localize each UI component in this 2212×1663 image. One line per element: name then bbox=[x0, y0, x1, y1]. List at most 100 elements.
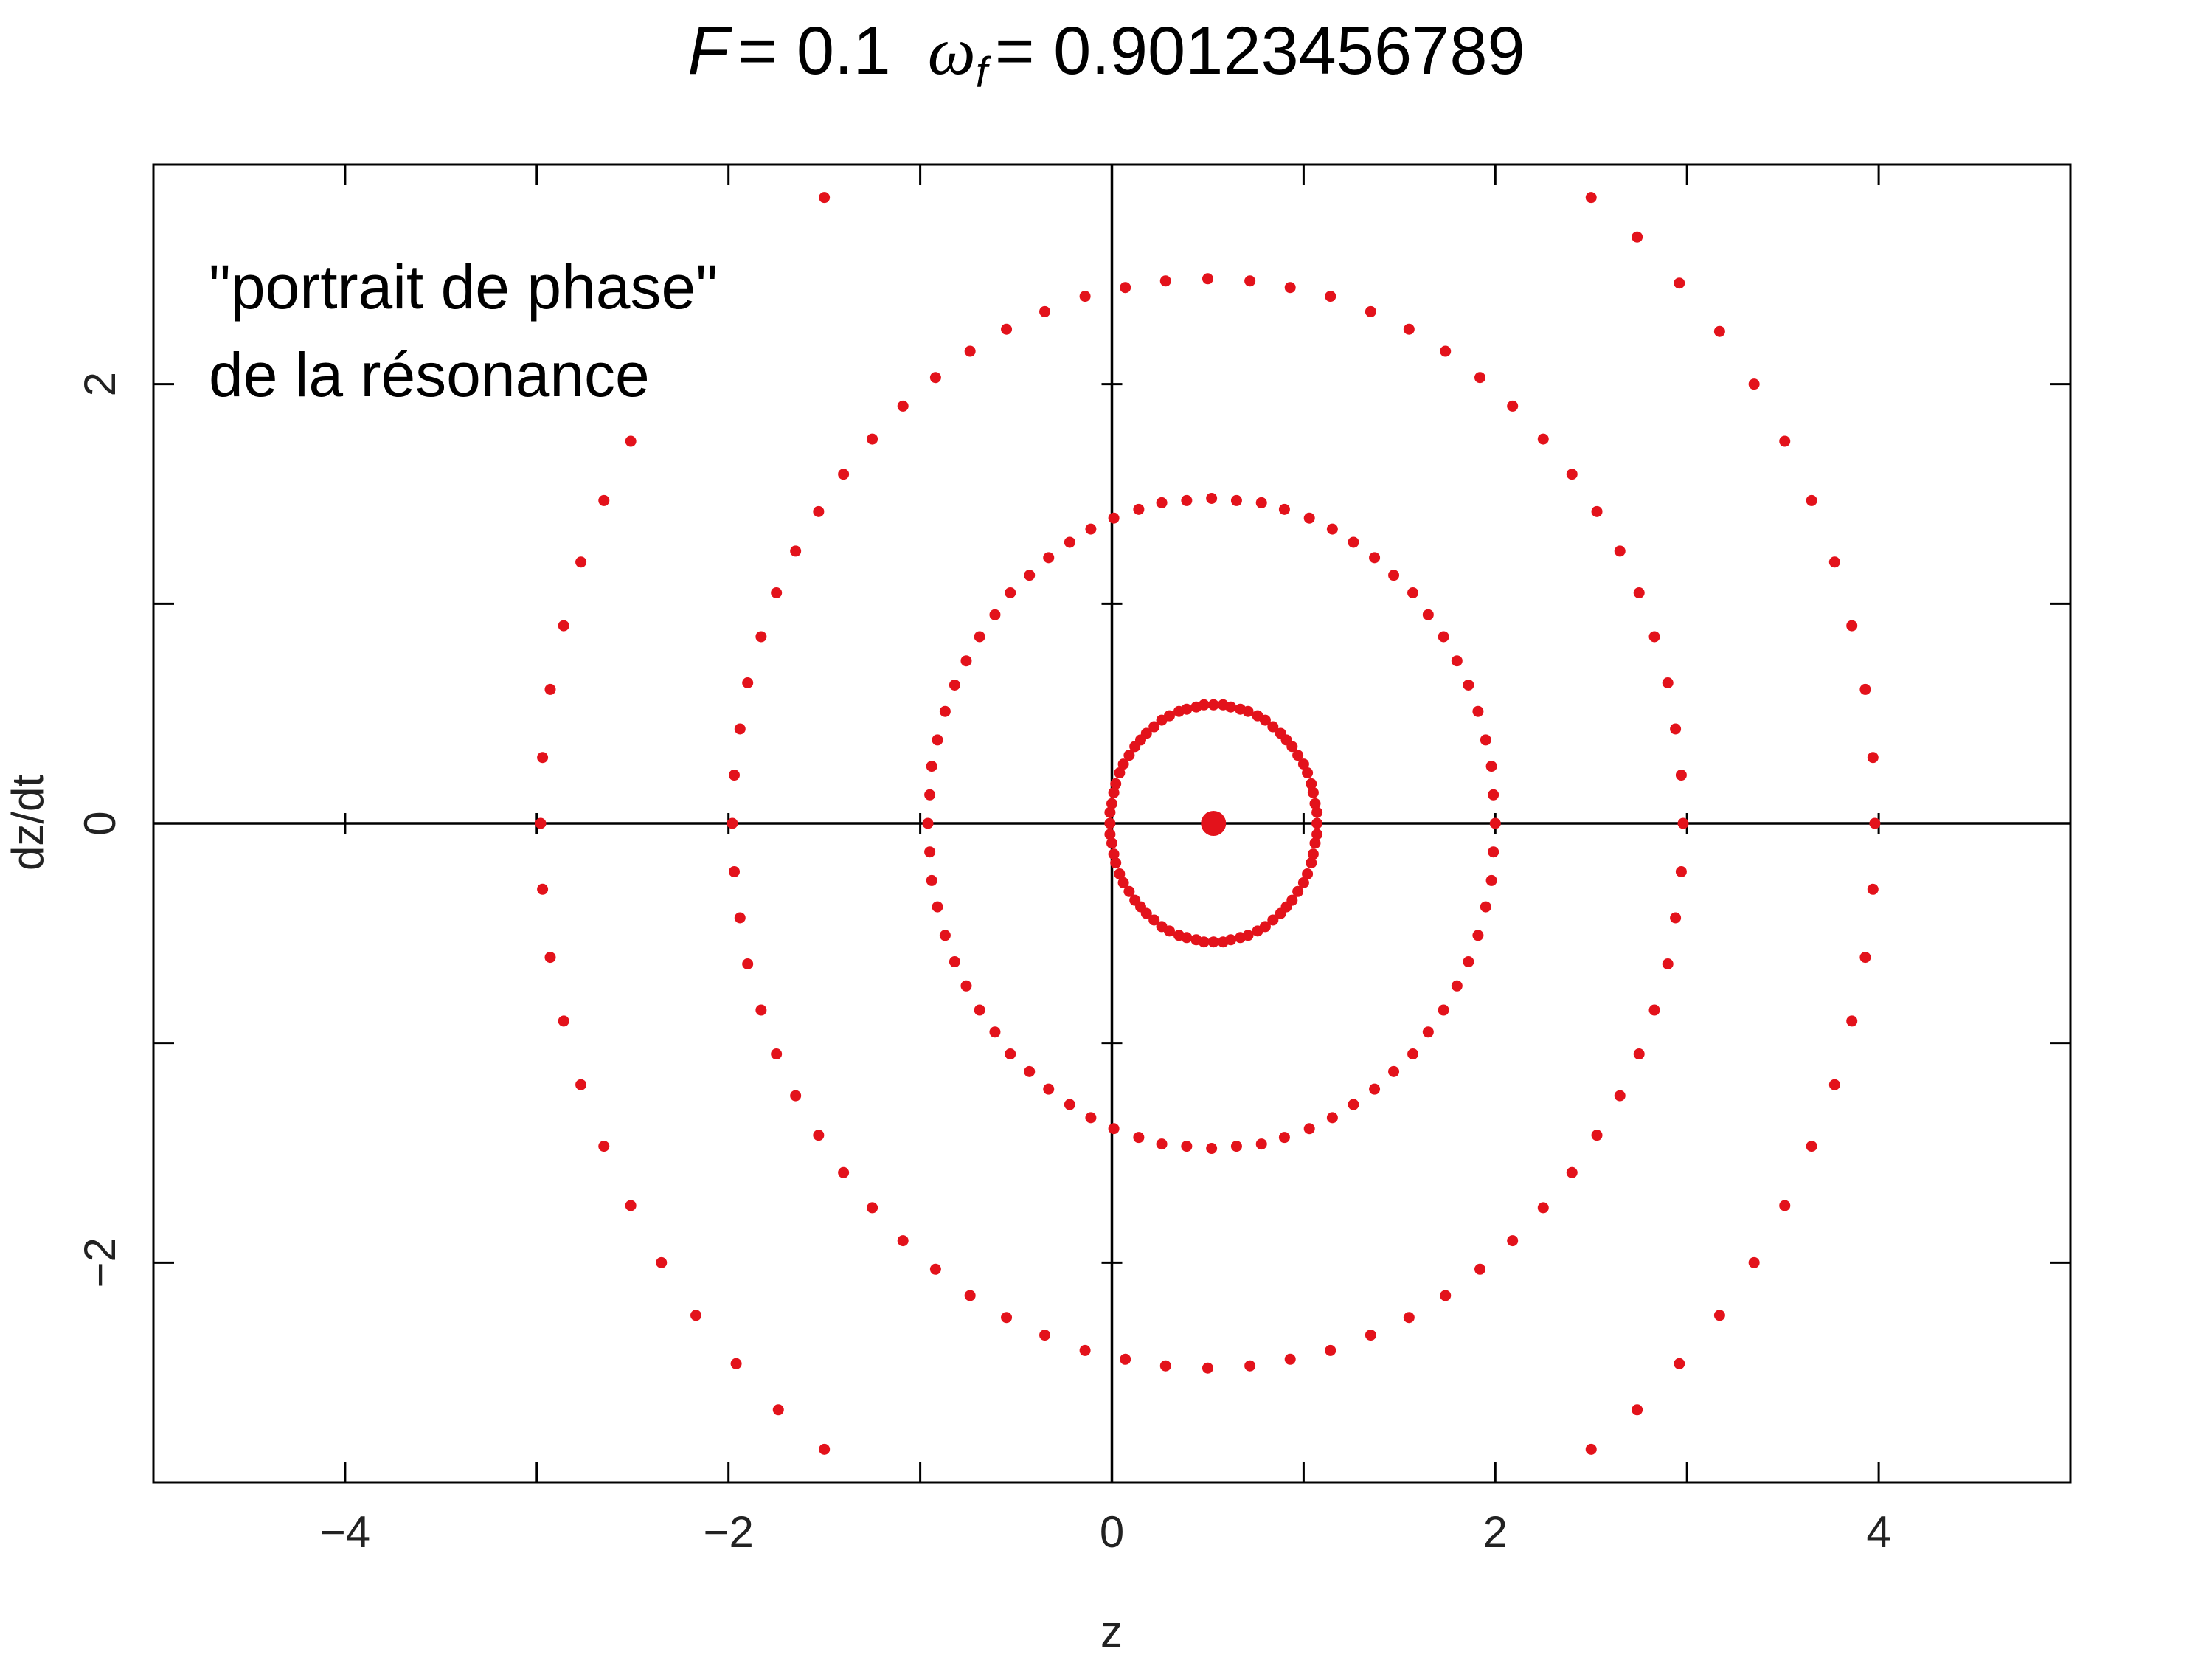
data-point bbox=[1106, 837, 1117, 849]
data-point bbox=[1472, 705, 1484, 717]
data-point bbox=[1133, 1132, 1145, 1144]
data-point bbox=[1190, 701, 1202, 713]
data-point bbox=[1297, 758, 1309, 770]
data-point bbox=[1537, 433, 1549, 445]
data-point bbox=[1325, 1344, 1336, 1356]
data-point bbox=[537, 752, 549, 764]
data-point bbox=[1108, 786, 1120, 798]
data-point bbox=[1024, 570, 1036, 581]
data-point bbox=[813, 1130, 825, 1141]
data-point bbox=[1156, 497, 1168, 508]
data-point bbox=[1181, 932, 1193, 944]
data-point bbox=[1867, 883, 1879, 895]
data-point bbox=[1104, 806, 1116, 818]
data-point bbox=[924, 846, 936, 858]
data-point bbox=[1123, 750, 1135, 761]
data-point bbox=[1104, 817, 1116, 829]
data-point bbox=[1278, 1132, 1290, 1144]
data-point bbox=[598, 494, 610, 506]
data-point bbox=[1422, 609, 1434, 620]
data-point bbox=[772, 1404, 784, 1416]
data-point bbox=[819, 192, 831, 204]
data-point bbox=[1828, 556, 1840, 568]
data-point bbox=[1108, 1123, 1120, 1135]
data-point bbox=[1365, 305, 1376, 317]
data-point bbox=[1156, 1138, 1168, 1150]
data-point bbox=[742, 677, 754, 688]
data-point bbox=[1748, 378, 1760, 390]
data-point bbox=[897, 400, 909, 412]
data-point bbox=[1463, 679, 1474, 691]
data-point bbox=[1235, 703, 1247, 715]
data-point bbox=[1403, 323, 1415, 335]
plot-area bbox=[152, 163, 2072, 1484]
data-point bbox=[1566, 1166, 1578, 1178]
data-point bbox=[575, 556, 587, 568]
data-point bbox=[939, 930, 951, 941]
data-point bbox=[1267, 914, 1279, 926]
chart-title: F = 0.1 ωf = 0.90123456789 bbox=[687, 13, 1525, 97]
data-point bbox=[1117, 758, 1129, 770]
data-point bbox=[771, 1048, 783, 1060]
data-point bbox=[1648, 1004, 1660, 1016]
data-point bbox=[544, 683, 556, 695]
data-point bbox=[1670, 912, 1682, 924]
data-point bbox=[1348, 1099, 1359, 1110]
data-point bbox=[1259, 921, 1271, 933]
data-point bbox=[1859, 683, 1871, 695]
data-point bbox=[1207, 936, 1219, 948]
data-point bbox=[1286, 894, 1298, 906]
data-point bbox=[1407, 587, 1419, 598]
data-point bbox=[1085, 523, 1097, 535]
data-point bbox=[1292, 885, 1304, 897]
data-point bbox=[734, 912, 746, 924]
data-point bbox=[1244, 275, 1256, 287]
data-point bbox=[1779, 435, 1791, 447]
data-point bbox=[1255, 497, 1267, 508]
data-point bbox=[558, 1015, 569, 1027]
data-point bbox=[1422, 1026, 1434, 1038]
data-point bbox=[1311, 806, 1323, 818]
data-point bbox=[1242, 930, 1254, 941]
data-point bbox=[1148, 721, 1160, 733]
data-point bbox=[535, 817, 547, 829]
data-point bbox=[1001, 323, 1013, 335]
data-point bbox=[1388, 570, 1400, 581]
data-point bbox=[1217, 699, 1229, 711]
data-point bbox=[1677, 817, 1689, 829]
data-point bbox=[1005, 1048, 1016, 1060]
data-point bbox=[1585, 192, 1597, 204]
data-point bbox=[1438, 1004, 1449, 1016]
data-point bbox=[742, 958, 754, 970]
data-point bbox=[1614, 1090, 1626, 1102]
data-point bbox=[1284, 1353, 1296, 1365]
data-point bbox=[1585, 1443, 1597, 1455]
data-point bbox=[1114, 868, 1126, 879]
y-axis-label: dz/dt bbox=[3, 775, 52, 871]
data-point bbox=[1480, 901, 1491, 913]
data-point bbox=[1117, 877, 1129, 888]
data-point bbox=[838, 469, 850, 480]
data-point bbox=[1110, 778, 1122, 789]
y-tick-label: −2 bbox=[75, 1237, 125, 1287]
data-point bbox=[1206, 1143, 1218, 1155]
data-point bbox=[1284, 282, 1296, 294]
data-point bbox=[1451, 980, 1463, 992]
data-point bbox=[964, 1290, 976, 1301]
data-point bbox=[1163, 925, 1175, 937]
data-point bbox=[1303, 1123, 1315, 1135]
data-point bbox=[1110, 857, 1122, 869]
title-value: = 0.90123456789 bbox=[995, 13, 1525, 89]
data-point bbox=[625, 435, 637, 447]
data-point bbox=[1079, 291, 1091, 302]
data-point bbox=[1207, 699, 1219, 711]
data-point bbox=[1202, 1362, 1213, 1374]
annotation: "portrait de phase" bbox=[209, 252, 718, 322]
data-point bbox=[1302, 767, 1314, 779]
title-symbol: ω bbox=[928, 13, 976, 89]
data-point bbox=[819, 1443, 831, 1455]
data-point bbox=[1311, 817, 1323, 829]
data-point bbox=[1079, 1344, 1091, 1356]
data-point bbox=[575, 1079, 587, 1090]
y-tick-label: 0 bbox=[75, 811, 125, 835]
